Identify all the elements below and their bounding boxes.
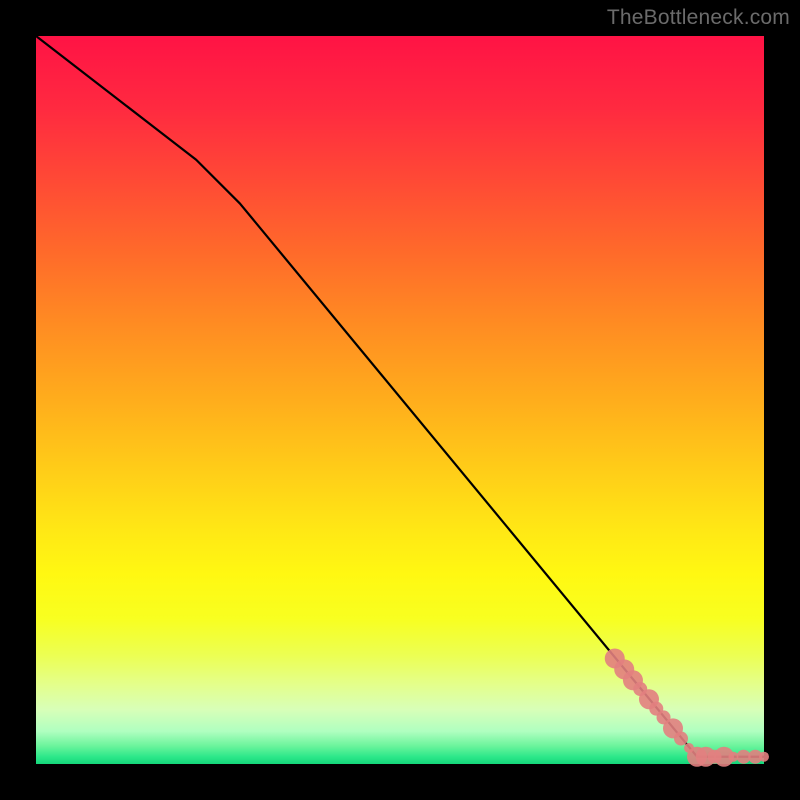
chart-container: TheBottleneck.com [0, 0, 800, 800]
data-marker [674, 732, 688, 746]
watermark-text: TheBottleneck.com [607, 6, 790, 30]
data-marker [759, 752, 769, 762]
chart-plot-background [36, 36, 764, 764]
bottleneck-chart [0, 0, 800, 800]
